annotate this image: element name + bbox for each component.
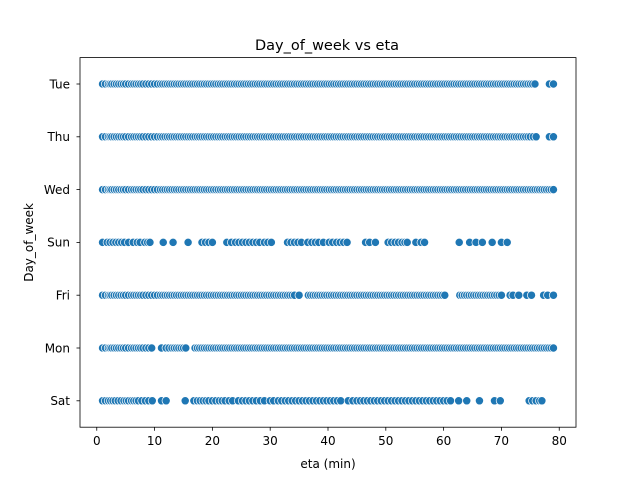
data-point bbox=[530, 79, 540, 89]
data-point bbox=[266, 237, 276, 247]
data-point bbox=[207, 237, 217, 247]
data-point bbox=[342, 237, 352, 247]
data-point bbox=[420, 237, 429, 247]
x-tick-label: 40 bbox=[320, 434, 335, 448]
data-point bbox=[147, 396, 157, 406]
data-point bbox=[477, 237, 487, 247]
data-point bbox=[370, 237, 380, 247]
data-point bbox=[549, 79, 558, 89]
data-point bbox=[475, 396, 484, 406]
x-tick-label: 20 bbox=[205, 434, 220, 448]
data-point bbox=[454, 396, 464, 406]
data-point bbox=[181, 343, 191, 353]
data-point bbox=[549, 132, 558, 142]
y-axis-ticks: Tue Thu Wed Sun Fri Mon Sat bbox=[44, 77, 80, 408]
y-tick-label: Tue bbox=[49, 77, 71, 91]
data-point bbox=[446, 396, 456, 406]
data-point bbox=[537, 396, 547, 406]
data-point bbox=[336, 396, 346, 406]
data-point bbox=[549, 290, 558, 300]
data-point bbox=[496, 290, 506, 300]
data-point bbox=[294, 290, 304, 300]
data-point bbox=[168, 237, 178, 247]
plot-frame bbox=[79, 57, 577, 428]
x-tick-label: 50 bbox=[378, 434, 393, 448]
y-tick-label: Sat bbox=[50, 394, 70, 408]
data-point bbox=[145, 237, 155, 247]
y-tick-label: Wed bbox=[44, 183, 70, 197]
data-point bbox=[440, 290, 450, 300]
x-axis-label: eta (min) bbox=[300, 457, 355, 471]
data-point bbox=[454, 237, 464, 247]
data-point bbox=[549, 185, 558, 195]
x-tick-label: 70 bbox=[494, 434, 509, 448]
y-tick-label: Sun bbox=[47, 236, 70, 250]
data-point bbox=[183, 237, 193, 247]
data-point bbox=[527, 290, 536, 300]
chart-title: Day_of_week vs eta bbox=[255, 38, 399, 54]
y-tick-label: Thu bbox=[46, 130, 70, 144]
y-tick-label: Fri bbox=[56, 289, 70, 303]
data-point bbox=[487, 237, 497, 247]
y-axis-label: Day_of_week bbox=[22, 203, 36, 282]
data-point bbox=[462, 396, 472, 406]
data-point bbox=[161, 396, 171, 406]
x-tick-label: 0 bbox=[93, 434, 101, 448]
data-point bbox=[531, 132, 541, 142]
data-point bbox=[158, 237, 168, 247]
x-tick-label: 80 bbox=[552, 434, 567, 448]
data-point bbox=[502, 237, 512, 247]
scatter-points bbox=[98, 79, 558, 406]
data-point bbox=[495, 396, 505, 406]
x-tick-label: 30 bbox=[263, 434, 278, 448]
data-point bbox=[147, 343, 157, 353]
y-tick-label: Mon bbox=[45, 341, 70, 355]
data-point bbox=[180, 396, 190, 406]
x-axis-ticks: 0 10 20 30 40 50 60 70 80 bbox=[93, 427, 567, 448]
data-point bbox=[402, 237, 412, 247]
data-point bbox=[549, 343, 558, 353]
x-tick-label: 10 bbox=[147, 434, 162, 448]
x-tick-label: 60 bbox=[436, 434, 451, 448]
data-point bbox=[514, 290, 524, 300]
